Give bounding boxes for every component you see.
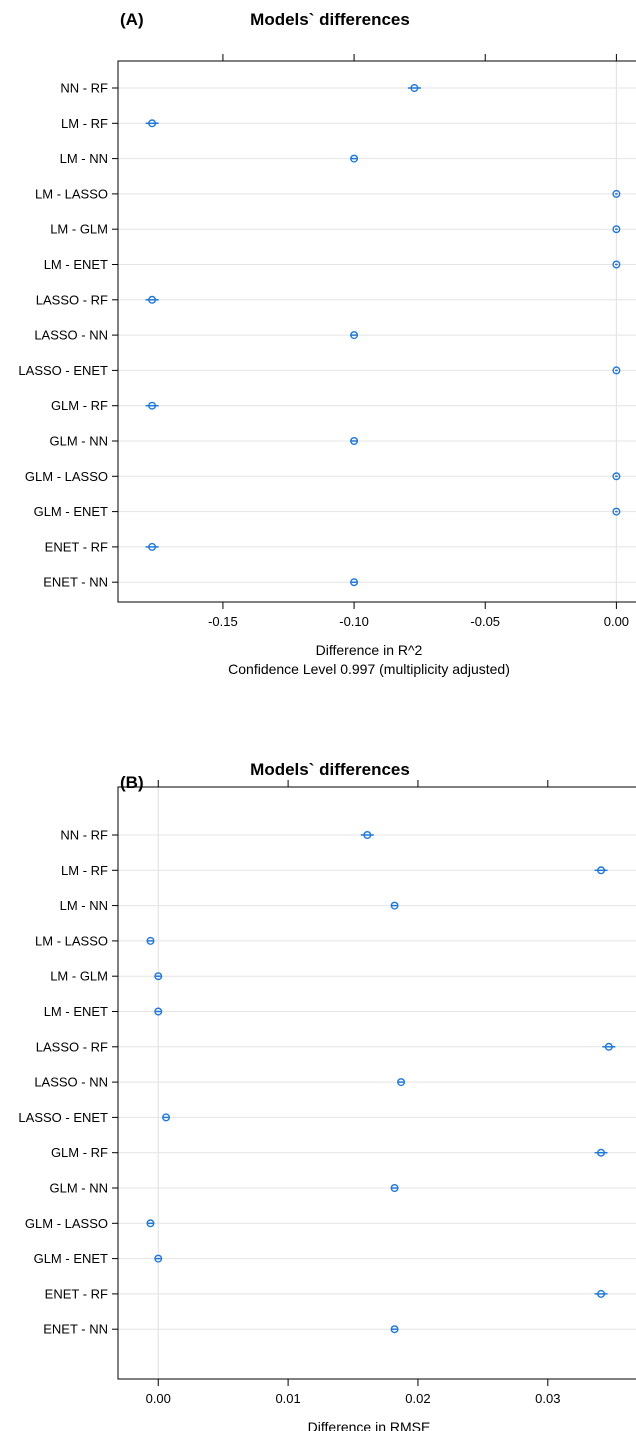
category-label: LM - LASSO xyxy=(35,933,108,948)
estimate-point xyxy=(162,1113,171,1122)
category-label: GLM - NN xyxy=(50,434,109,449)
category-label: LM - ENET xyxy=(44,257,108,272)
chart-svg-a: -0.15 -0.10 -0.05 0.00 NN - RF LM - RF LM - NN… xyxy=(18,54,636,677)
x-tick-label: 0.00 xyxy=(604,614,629,629)
estimate-point xyxy=(597,1289,606,1298)
category-label: GLM - LASSO xyxy=(25,469,108,484)
category-label: LM - GLM xyxy=(50,222,108,237)
category-label: LASSO - RF xyxy=(36,292,108,307)
estimate-point xyxy=(612,189,621,198)
category-label: ENET - RF xyxy=(45,1286,108,1301)
x-tick-label: 0.00 xyxy=(146,1391,171,1406)
category-label: ENET - NN xyxy=(43,1322,108,1337)
category-label: GLM - ENET xyxy=(34,504,108,519)
estimate-point xyxy=(363,830,372,839)
estimate-point xyxy=(154,972,163,981)
estimate-point xyxy=(148,295,157,304)
estimate-point xyxy=(612,225,621,234)
estimate-point xyxy=(350,331,359,340)
panel-label: (A) xyxy=(120,10,144,29)
estimate-point xyxy=(148,119,157,128)
category-label: LASSO - NN xyxy=(34,328,108,343)
category-label: GLM - LASSO xyxy=(25,1216,108,1231)
estimate-point xyxy=(612,507,621,516)
category-label: LM - NN xyxy=(60,151,108,166)
x-tick-label: -0.05 xyxy=(470,614,500,629)
estimate-point xyxy=(597,866,606,875)
estimate-point xyxy=(146,1219,155,1228)
category-label: ENET - NN xyxy=(43,575,108,590)
category-label: GLM - RF xyxy=(51,1145,108,1160)
estimate-point xyxy=(604,1042,613,1051)
estimate-point xyxy=(154,1254,163,1263)
x-tick-label: -0.15 xyxy=(208,614,238,629)
category-label: LASSO - ENET xyxy=(18,1110,108,1125)
category-label: NN - RF xyxy=(60,81,108,96)
estimate-point xyxy=(612,260,621,269)
category-label: LM - LASSO xyxy=(35,186,108,201)
estimate-point xyxy=(350,578,359,587)
category-label: LASSO - RF xyxy=(36,1039,108,1054)
x-tick-label: 0.01 xyxy=(275,1391,300,1406)
category-label: GLM - NN xyxy=(50,1181,109,1196)
category-label: GLM - RF xyxy=(51,398,108,413)
category-label: LM - RF xyxy=(61,863,108,878)
estimate-point xyxy=(390,1184,399,1193)
category-label: LM - NN xyxy=(60,898,108,913)
estimate-point xyxy=(154,1007,163,1016)
category-label: LASSO - NN xyxy=(34,1075,108,1090)
category-label: LM - RF xyxy=(61,116,108,131)
category-label: GLM - ENET xyxy=(34,1251,108,1266)
estimate-point xyxy=(410,83,419,92)
estimate-point xyxy=(612,472,621,481)
chart-panel-a: (A) Models` differences -0.15 -0.10 -0.05 0… xyxy=(0,0,636,715)
estimate-point xyxy=(397,1078,406,1087)
estimate-point xyxy=(350,437,359,446)
estimate-point xyxy=(612,366,621,375)
category-label: ENET - RF xyxy=(45,539,108,554)
chart-svg-b: 0.00 0.01 0.02 0.03 NN - RF LM - RF LM - NN LM … xyxy=(18,780,636,1431)
x-tick-label: 0.03 xyxy=(535,1391,560,1406)
chart-panel-b: (B) Models` differences 0.00 0.01 0.02 0.03… xyxy=(0,715,636,1431)
x-tick-label: 0.02 xyxy=(405,1391,430,1406)
chart-title: Models` differences xyxy=(250,10,410,29)
estimate-point xyxy=(148,542,157,551)
estimate-point xyxy=(390,1325,399,1334)
estimate-point xyxy=(597,1148,606,1157)
confidence-subtitle: Confidence Level 0.997 (multiplicity adj… xyxy=(228,661,510,677)
x-axis-title: Difference in RMSE xyxy=(308,1419,431,1431)
category-label: LASSO - ENET xyxy=(18,363,108,378)
estimate-point xyxy=(146,936,155,945)
estimate-point xyxy=(390,901,399,910)
x-tick-label: -0.10 xyxy=(339,614,369,629)
category-label: LM - GLM xyxy=(50,969,108,984)
estimate-point xyxy=(350,154,359,163)
x-axis-title: Difference in R^2 xyxy=(316,642,423,658)
estimate-point xyxy=(148,401,157,410)
category-label: LM - ENET xyxy=(44,1004,108,1019)
plot-frame xyxy=(117,60,636,603)
chart-title: Models` differences xyxy=(250,760,410,779)
category-label: NN - RF xyxy=(60,828,108,843)
plot-frame xyxy=(117,786,636,1380)
